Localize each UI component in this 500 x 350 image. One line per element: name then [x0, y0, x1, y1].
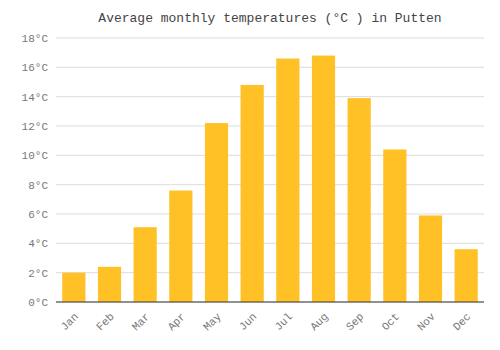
- bar: [419, 215, 442, 302]
- bar: [276, 59, 299, 302]
- bar: [134, 227, 157, 302]
- bar: [62, 273, 85, 302]
- y-tick-label: 18°C: [22, 33, 49, 45]
- x-tick-label: Feb: [94, 311, 116, 333]
- x-tick-label: Sep: [344, 311, 366, 333]
- bar: [169, 191, 192, 302]
- bar: [348, 98, 371, 302]
- grid-line: [56, 184, 484, 185]
- y-tick-label: 0°C: [28, 297, 48, 309]
- x-tick-label: Nov: [415, 310, 438, 333]
- grid-line: [56, 302, 484, 303]
- grid-line: [56, 67, 484, 68]
- grid-line: [56, 96, 484, 97]
- title: Average monthly temperatures (°C ) in Pu…: [98, 11, 441, 26]
- x-tick-label: Jan: [59, 311, 81, 333]
- x-tick-label: Apr: [166, 311, 188, 333]
- y-tick-label: 2°C: [28, 268, 48, 280]
- chart: Average monthly temperatures (°C ) in Pu…: [0, 0, 500, 350]
- y-tick-label: 10°C: [22, 150, 49, 162]
- x-tick-label: Mar: [130, 311, 152, 333]
- bar: [98, 267, 121, 302]
- y-tick-label: 12°C: [22, 121, 49, 133]
- x-tick-label: Dec: [451, 311, 473, 333]
- bar: [312, 56, 335, 302]
- bar: [455, 249, 478, 302]
- y-tick-label: 14°C: [22, 92, 49, 104]
- y-tick-label: 6°C: [28, 209, 48, 221]
- chart-container: Average monthly temperatures (°C ) in Pu…: [0, 0, 500, 350]
- y-tick-label: 16°C: [22, 62, 49, 74]
- x-tick-label: Jun: [237, 311, 259, 333]
- bar: [383, 149, 406, 302]
- grid-line: [56, 38, 484, 39]
- grid-line: [56, 155, 484, 156]
- bars: [62, 56, 478, 302]
- y-tick-label: 8°C: [28, 180, 48, 192]
- bar: [205, 123, 228, 302]
- bar: [241, 85, 264, 302]
- y-tick-label: 4°C: [28, 238, 48, 250]
- grid: [56, 38, 484, 302]
- grid-line: [56, 126, 484, 127]
- x-tick-label: Aug: [308, 311, 330, 333]
- x-tick-label: Oct: [380, 311, 402, 333]
- grid-line: [56, 214, 484, 215]
- x-axis-line: [56, 302, 484, 303]
- x-tick-label: Jul: [273, 311, 295, 333]
- x-tick-label: May: [201, 310, 224, 333]
